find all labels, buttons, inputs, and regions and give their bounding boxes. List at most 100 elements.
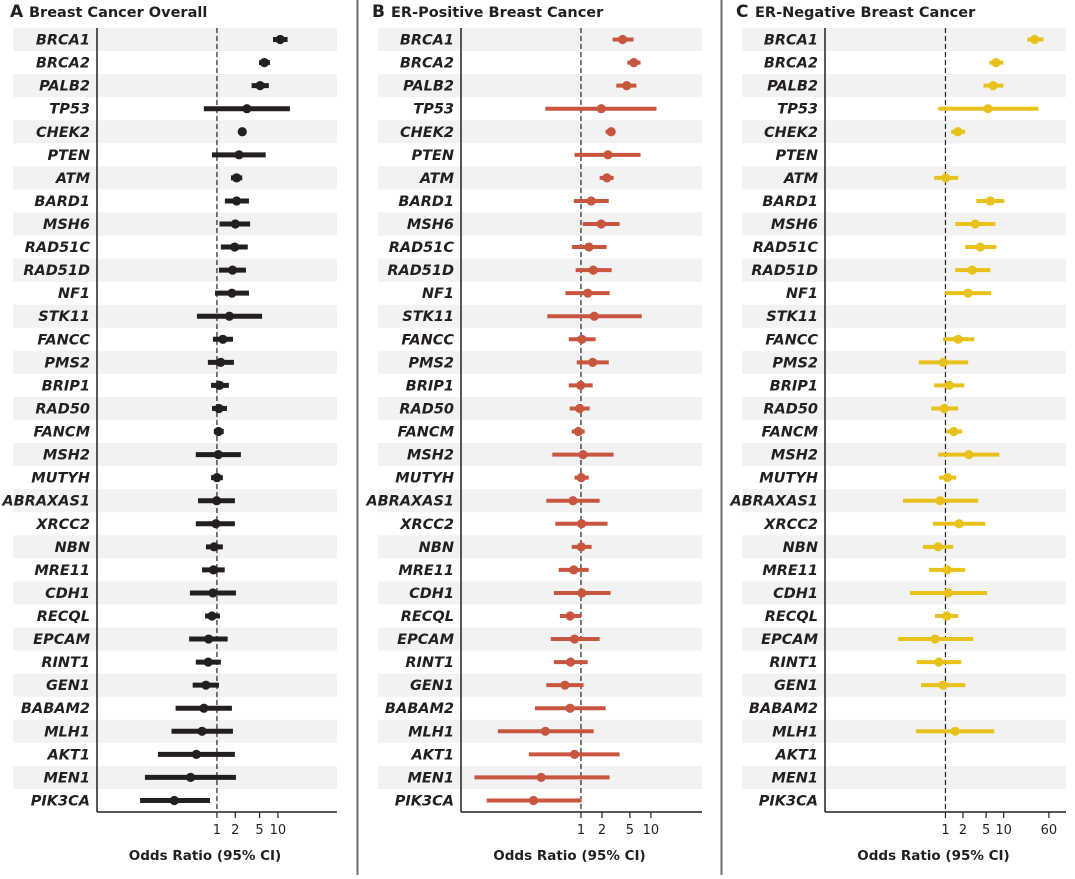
panel-letter: A [10,2,24,22]
or-point-chek2 [953,127,963,137]
or-point-tp53 [242,104,252,114]
or-point-rint1 [203,657,213,667]
gene-label: PIK3CA [31,793,90,809]
or-point-mlh1 [950,726,960,736]
or-point-men1 [536,772,546,783]
row-shading [742,719,1066,743]
x-tick-label: 1 [577,823,585,838]
or-point-brip1 [576,380,586,391]
row-shading [378,166,702,190]
gene-label: STK11 [766,309,818,325]
gene-label: FANCC [401,332,454,348]
gene-label: RAD51C [25,240,91,256]
row-shading [13,396,337,420]
gene-label: MEN1 [771,770,818,786]
or-point-msh2 [578,449,588,460]
gene-label: BRCA1 [400,33,454,49]
gene-label: MSH2 [407,448,454,464]
x-tick-label: 1 [213,823,221,838]
panel-letter: B [372,2,385,22]
or-point-chek2 [237,127,247,137]
gene-label: PALB2 [403,79,454,95]
or-point-brca2 [259,57,270,68]
gene-label: BRCA2 [400,56,454,72]
gene-label: EPCAM [397,632,454,648]
gene-label: MEN1 [43,770,90,786]
gene-label: MUTYH [31,471,90,487]
gene-label: STK11 [38,309,90,325]
x-tick-label: 1 [941,823,949,838]
or-point-nbn [576,542,586,552]
or-point-nbn [933,542,943,552]
x-tick-label: 5 [255,823,263,838]
gene-label: RECQL [37,609,90,625]
or-point-abraxas1 [935,496,945,506]
gene-label: RAD50 [763,401,818,417]
or-point-rint1 [934,657,944,667]
row-shading [378,396,702,420]
or-point-stk11 [224,311,234,321]
or-point-pms2 [588,357,598,367]
gene-label: MLH1 [772,724,818,740]
or-point-palb2 [622,81,632,91]
gene-label: AKT1 [411,747,454,763]
panel-title: Breast Cancer Overall [29,5,207,21]
row-shading [378,489,702,513]
gene-label: XRCC2 [399,517,454,533]
gene-label: PTEN [47,148,90,164]
or-point-chek2 [606,127,616,137]
or-point-brip1 [944,380,954,391]
gene-label: BRCA2 [36,56,90,72]
x-axis-title: Odds Ratio (95% CI) [857,848,1009,864]
or-point-brca1 [1030,34,1040,45]
gene-label: RAD51D [751,263,818,279]
or-point-rad51c [975,242,985,252]
row-shading [378,120,702,144]
row-shading [13,304,337,328]
or-point-bard1 [231,196,242,206]
or-point-msh6 [230,219,240,229]
x-tick-label: 5 [982,823,990,838]
x-tick-label: 2 [231,823,239,838]
or-point-msh6 [970,219,980,229]
x-tick-label: 2 [598,823,606,838]
gene-label: RAD50 [35,401,90,417]
x-tick-label: 5 [626,823,634,838]
or-point-epcam [569,634,580,644]
row-shading [742,396,1066,420]
panel-a: A Breast Cancer Overall 1 2 5 10 Odds Ratio (9… [1,2,337,864]
or-point-fancm [213,426,224,437]
row-shading [742,258,1066,282]
or-point-bard1 [985,196,995,206]
row-shading [13,120,337,144]
gene-label: AKT1 [47,747,90,763]
gene-label: PALB2 [39,79,90,95]
or-point-akt1 [569,749,580,759]
row-shading [378,258,702,282]
or-point-mlh1 [197,726,207,736]
gene-label: BARD1 [398,194,454,210]
gene-label: MUTYH [395,471,454,487]
row-shading [378,304,702,328]
row-shading [378,28,702,52]
gene-label: MUTYH [759,471,818,487]
gene-label: NBN [419,540,454,556]
gene-label: BRIP1 [770,378,818,394]
gene-label: CHEK2 [764,125,818,141]
gene-label: CDH1 [409,586,454,602]
or-point-abraxas1 [568,496,578,506]
or-point-brca2 [991,57,1001,68]
row-shading [378,535,702,559]
row-shading [13,166,337,190]
or-point-recql [207,611,217,621]
or-point-brca1 [618,34,628,45]
gene-label: RECQL [765,609,818,625]
row-shading [742,28,1066,52]
gene-label: RAD51C [389,240,455,256]
gene-label: ATM [55,171,91,187]
row-shading [378,350,702,374]
or-point-cdh1 [577,588,587,598]
gene-label: BRCA1 [36,33,90,49]
or-point-rad50 [575,403,585,414]
or-point-recql [942,611,952,621]
